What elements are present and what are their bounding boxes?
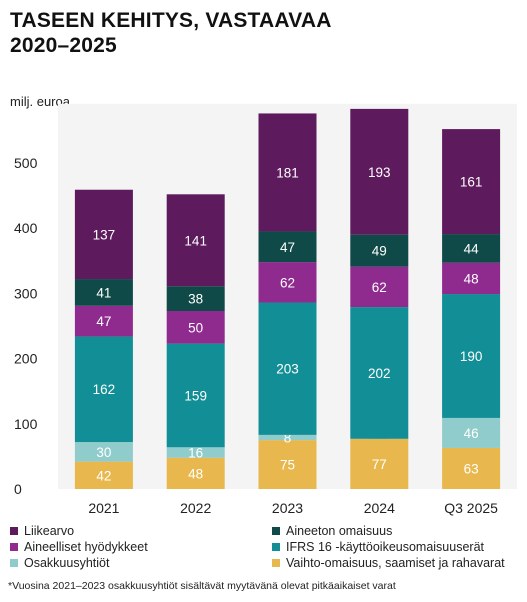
bar-segment [74,461,133,489]
bar-segment [350,266,409,308]
legend-label: IFRS 16 -käyttöoikeusomaisuuserät [286,540,485,554]
bar-segment [258,231,317,263]
y-tick-label: 500 [14,155,38,171]
data-label: 190 [460,349,483,364]
legend-label: Aineelliset hyödykkeet [24,540,148,554]
y-tick-label: 200 [14,351,38,367]
data-label: 181 [276,165,299,180]
data-label: 77 [372,457,387,472]
x-tick-label: 2021 [88,500,119,516]
bar-segment [166,457,225,489]
x-tick-label: 2023 [272,500,303,516]
data-label: 49 [372,244,387,259]
bar-segment [166,194,225,287]
y-tick-label: 0 [14,481,22,497]
bar-segment [442,294,501,418]
bar-segment [442,129,501,235]
bar-segment [166,311,225,344]
data-label: 47 [280,240,295,255]
footnote: *Vuosina 2021–2023 osakkuusyhtiöt sisält… [8,580,396,592]
data-label: 141 [184,233,207,248]
legend-item-aineelliset-hyodykkeet: Aineelliset hyödykkeet [10,540,148,554]
bar-segment [442,262,501,295]
data-label: 47 [96,314,111,329]
stacked-bar-chart: 0100200300400500423016247411372021481615… [14,103,517,516]
bar-segment [258,440,317,489]
x-tick-label: 2022 [180,500,211,516]
title-line-1: TASEEN KEHITYS, VASTAAVAA [10,9,332,32]
legend-item-ifrs16: IFRS 16 -käyttöoikeusomaisuuserät [272,540,484,554]
data-label: 46 [464,426,479,441]
data-label: 48 [188,466,203,481]
bar-segment [166,286,225,312]
legend-item-aineeton-omaisuus: Aineeton omaisuus [272,524,392,538]
bar-segment [74,305,133,337]
legend-item-vaihto-omaisuus: Vaihto-omaisuus, saamiset ja rahavarat [272,556,505,570]
legend-label: Liikearvo [24,524,75,538]
bar-segment [350,438,409,489]
bar-segment [350,234,409,267]
data-label: 62 [372,280,387,295]
bar-segment [74,442,133,462]
x-tick-label: Q3 2025 [444,500,498,516]
data-label: 162 [93,382,116,397]
bar-segment [258,302,317,435]
bar-segment [74,189,133,280]
legend-item-osakkuusyhtiot: Osakkuusyhtiöt [10,556,109,570]
legend-swatch [272,543,280,551]
bar-segment [258,113,317,232]
data-label: 30 [96,445,111,460]
data-label: 161 [460,175,483,190]
data-label: 16 [188,445,203,460]
data-label: 50 [188,320,203,335]
data-label: 8 [284,430,292,445]
legend-label: Osakkuusyhtiöt [24,556,110,570]
bar-segment [166,447,225,458]
legend-swatch [10,559,18,567]
data-label: 44 [464,241,480,256]
bar-segment [350,108,409,235]
y-tick-label: 300 [14,285,38,301]
bar-segment [442,234,501,263]
bar-segment [442,447,501,489]
chart-title: TASEEN KEHITYS, VASTAAVAA 2020–2025 [10,8,510,58]
bar-segment [166,343,225,448]
y-axis-unit-label: milj. euroa [10,94,70,109]
data-label: 48 [464,271,479,286]
data-label: 42 [96,468,111,483]
legend-label: Aineeton omaisuus [286,524,393,538]
legend-swatch [272,527,280,535]
legend-swatch [10,527,18,535]
bar-segment [258,434,317,441]
bar-segment [74,336,133,443]
data-label: 202 [368,366,391,381]
legend-swatch [272,559,280,567]
legend-swatch [10,543,18,551]
data-label: 75 [280,458,295,473]
legend-label: Vaihto-omaisuus, saamiset ja rahavarat [286,556,505,570]
data-label: 38 [188,292,203,307]
data-label: 203 [276,362,299,377]
data-label: 159 [184,388,207,403]
bar-segment [442,417,501,448]
data-label: 41 [96,285,111,300]
data-label: 193 [368,165,391,180]
data-label: 63 [464,461,479,476]
data-label: 62 [280,275,295,290]
bar-segment [350,307,409,439]
y-tick-label: 100 [14,416,38,432]
y-tick-label: 400 [14,220,38,236]
title-line-2: 2020–2025 [10,34,117,57]
bar-segment [74,279,133,306]
bar-segment [258,262,317,303]
data-label: 137 [93,227,116,242]
x-tick-label: 2024 [364,500,395,516]
legend-item-liikearvo: Liikearvo [10,524,74,538]
